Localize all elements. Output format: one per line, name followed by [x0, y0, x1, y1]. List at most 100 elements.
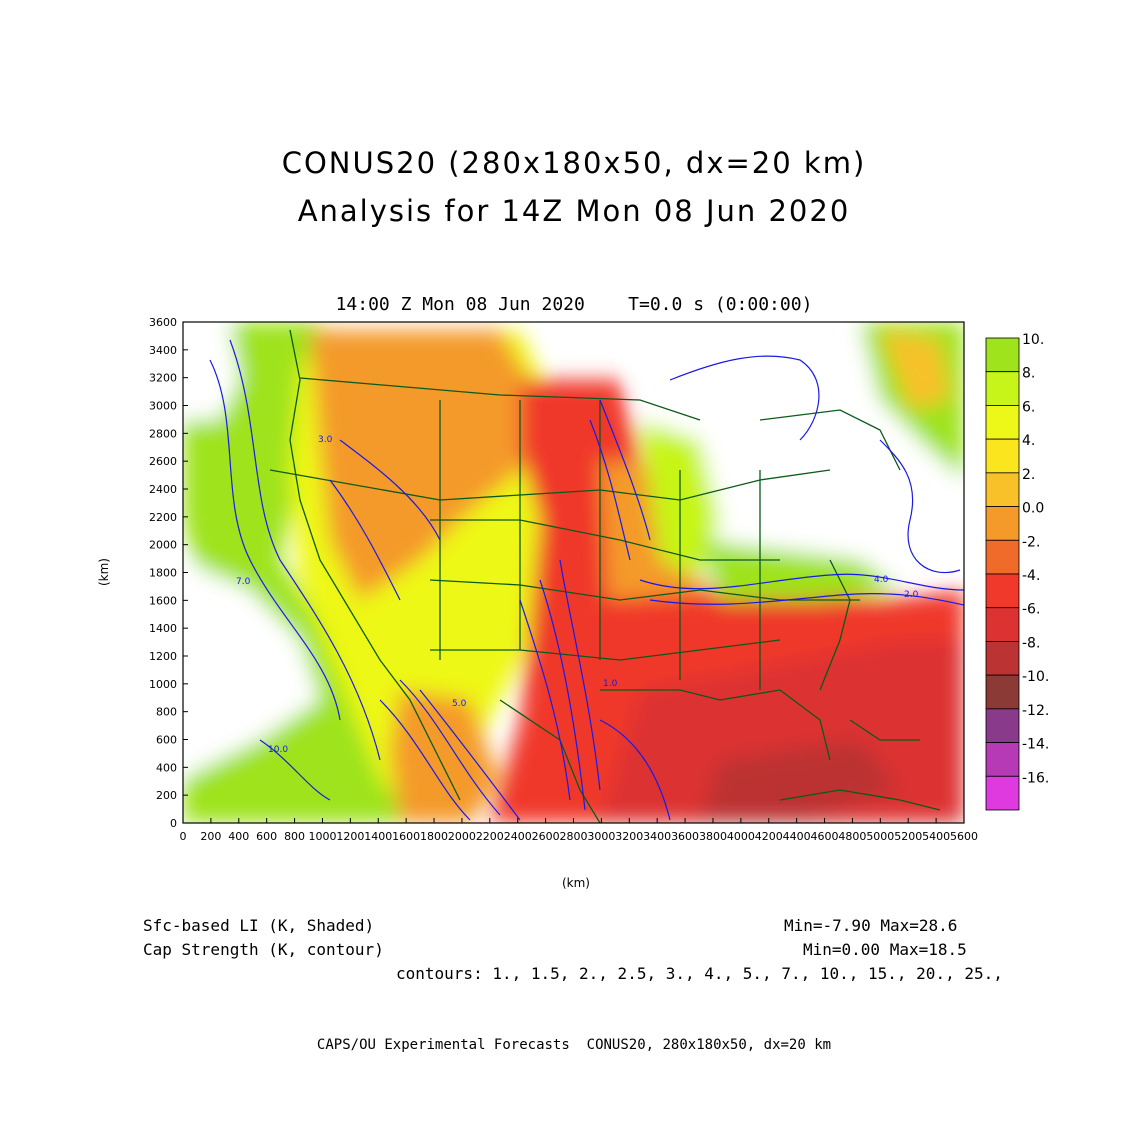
- x-tick-label: 5200: [894, 830, 922, 843]
- x-tick-label: 2400: [504, 830, 532, 843]
- x-tick-label: 4600: [811, 830, 839, 843]
- x-tick-label: 4200: [755, 830, 783, 843]
- contour-label: 4.0: [874, 575, 889, 585]
- x-tick-label: 4400: [783, 830, 811, 843]
- y-tick-label: 800: [156, 706, 177, 719]
- contour-label: 7.0: [236, 577, 251, 587]
- x-tick-label: 5000: [866, 830, 894, 843]
- x-axis-title: (km): [562, 876, 590, 890]
- y-tick-label: 200: [156, 789, 177, 802]
- colorbar-label: -4.: [1022, 568, 1040, 584]
- x-tick-label: 2000: [448, 830, 476, 843]
- y-tick-label: 2800: [149, 427, 177, 440]
- y-tick-label: 1400: [149, 622, 177, 635]
- cap-contours: [209, 339, 964, 821]
- x-tick-label: 200: [200, 830, 221, 843]
- colorbar-label: 2.: [1022, 467, 1035, 483]
- x-tick-label: 4000: [727, 830, 755, 843]
- x-tick-label: 0: [180, 830, 187, 843]
- colorbar-swatch: [985, 405, 1020, 440]
- x-tick-label: 5400: [922, 830, 950, 843]
- colorbar-swatch: [985, 573, 1020, 609]
- y-tick-label: 3600: [149, 316, 177, 329]
- x-tick-label: 4800: [838, 830, 866, 843]
- colorbar-label: 6.: [1022, 399, 1035, 415]
- y-axis-title: (km): [97, 558, 111, 586]
- colorbar-label: 8.: [1022, 366, 1035, 382]
- y-tick-label: 2400: [149, 483, 177, 496]
- boundaries: [269, 329, 941, 823]
- colorbar-swatch: [985, 371, 1020, 406]
- y-tick-label: 3400: [149, 344, 177, 357]
- colorbar-label: -2.: [1022, 534, 1040, 550]
- colorbar-swatch: [985, 641, 1020, 676]
- contour-label: 10.0: [268, 745, 288, 755]
- x-tick-label: 1600: [392, 830, 420, 843]
- x-axis: 0 200 400 600 800 1000 1200 1400 1600 1800 2000 220…: [180, 818, 978, 843]
- colorbar-label: -8.: [1022, 635, 1040, 651]
- y-tick-label: 2000: [149, 539, 177, 552]
- colorbar-label: 0.0: [1022, 501, 1044, 517]
- colorbar-label: -10.: [1022, 669, 1049, 685]
- contour-label: 1.0: [603, 679, 618, 689]
- colorbar-swatch: [985, 438, 1020, 474]
- colorbar: 10. 8. 6. 4. 2. 0.0 -2. -4. -6. -8. -10. -12. -14. -1…: [985, 332, 1049, 811]
- colorbar-swatch: [985, 337, 1020, 373]
- y-tick-label: 1600: [149, 594, 177, 607]
- colorbar-swatch: [985, 742, 1020, 777]
- x-tick-label: 1400: [364, 830, 392, 843]
- x-tick-label: 1800: [420, 830, 448, 843]
- x-tick-label: 2600: [532, 830, 560, 843]
- title-line-2: Analysis for 14Z Mon 08 Jun 2020: [297, 194, 851, 228]
- y-tick-label: 1800: [149, 567, 177, 580]
- x-tick-label: 3800: [699, 830, 727, 843]
- title-line-1: CONUS20 (280x180x50, dx=20 km): [281, 146, 867, 180]
- credit-line: CAPS/OU Experimental Forecasts CONUS20, …: [316, 1037, 832, 1053]
- x-tick-label: 3200: [615, 830, 643, 843]
- colorbar-label: -12.: [1022, 703, 1049, 719]
- x-tick-label: 2200: [476, 830, 504, 843]
- y-tick-label: 3200: [149, 372, 177, 385]
- x-tick-label: 600: [256, 830, 277, 843]
- y-tick-label: 2600: [149, 455, 177, 468]
- y-tick-label: 0: [170, 817, 177, 830]
- shading-minmax: Min=-7.90 Max=28.6: [784, 916, 958, 935]
- contour-minmax: Min=0.00 Max=18.5: [803, 940, 967, 959]
- contour-label: 2.0: [904, 590, 919, 600]
- y-axis: 0 200 400 600 800 1000 1200 1400 1600 1800 2000 220…: [149, 316, 188, 830]
- x-tick-label: 800: [284, 830, 305, 843]
- contour-levels: contours: 1., 1.5, 2., 2.5, 3., 4., 5., …: [396, 964, 1003, 983]
- y-tick-label: 1200: [149, 650, 177, 663]
- colorbar-swatch: [985, 472, 1020, 507]
- x-tick-label: 5600: [950, 830, 978, 843]
- x-tick-label: 2800: [560, 830, 588, 843]
- colorbar-swatch: [985, 607, 1020, 642]
- y-tick-label: 1000: [149, 678, 177, 691]
- y-tick-label: 600: [156, 734, 177, 747]
- colorbar-label: -14.: [1022, 737, 1049, 753]
- contour-label: 5.0: [452, 699, 467, 709]
- colorbar-swatch: [985, 506, 1020, 541]
- x-tick-label: 400: [228, 830, 249, 843]
- contour-label: 3.0: [318, 435, 333, 445]
- shading-description: Sfc-based LI (K, Shaded): [143, 916, 375, 935]
- colorbar-label: -16.: [1022, 770, 1049, 786]
- colorbar-label: 10.: [1022, 332, 1044, 348]
- y-tick-label: 400: [156, 761, 177, 774]
- x-tick-label: 3400: [643, 830, 671, 843]
- x-tick-label: 3000: [587, 830, 615, 843]
- colorbar-label: -6.: [1022, 602, 1040, 618]
- colorbar-swatch: [985, 708, 1020, 743]
- x-tick-label: 1200: [336, 830, 364, 843]
- contour-labels: 3.0 4.0 5.0 7.0 10.0 1.0 2.0: [236, 435, 919, 755]
- colorbar-swatch: [985, 539, 1020, 575]
- x-tick-label: 1000: [308, 830, 336, 843]
- y-tick-label: 2200: [149, 511, 177, 524]
- colorbar-label: 4.: [1022, 433, 1035, 449]
- colorbar-swatch: [985, 674, 1020, 710]
- plot-time-label: 14:00 Z Mon 08 Jun 2020 T=0.0 s (0:00:00…: [335, 294, 813, 315]
- y-tick-label: 3000: [149, 400, 177, 413]
- contour-description: Cap Strength (K, contour): [143, 940, 384, 959]
- x-tick-label: 3600: [671, 830, 699, 843]
